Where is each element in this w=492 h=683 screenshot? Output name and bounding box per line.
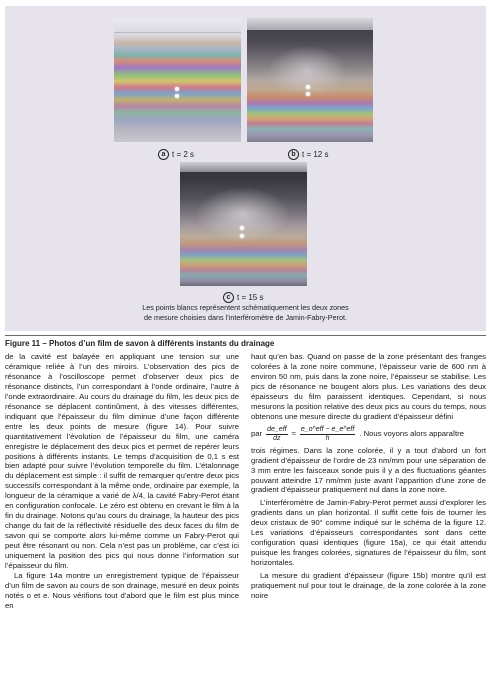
right-paragraph-1: haut qu’en bas. Quand on passe de la zon… bbox=[251, 352, 486, 421]
equation-rhs: e_o^eff − e_e^eff h bbox=[299, 425, 356, 443]
right-column: haut qu’en bas. Quand on passe de la zon… bbox=[251, 352, 486, 601]
right-paragraph-3: L’interféromètre de Jamin-Fabry-Perot pe… bbox=[251, 498, 486, 568]
left-column: de la cavité est balayée en appliquant u… bbox=[5, 352, 239, 611]
equation-lhs: de_eff dz bbox=[266, 425, 288, 443]
photo-b-soap-film bbox=[247, 18, 373, 142]
measure-point-upper bbox=[175, 87, 179, 91]
caption-a: a t = 2 s bbox=[158, 149, 194, 160]
panel-letter-a: a bbox=[158, 149, 169, 160]
measure-point-lower bbox=[306, 92, 310, 96]
left-paragraph-2: La figure 14a montre un enregistrement t… bbox=[5, 570, 239, 610]
left-paragraph-1: de la cavité est balayée en appliquant u… bbox=[5, 352, 239, 571]
equation-rhs-denominator: h bbox=[325, 434, 330, 442]
caption-a-time: t = 2 s bbox=[172, 150, 195, 159]
photo-c-soap-film bbox=[180, 162, 307, 286]
measure-point-lower bbox=[240, 234, 244, 238]
right-paragraph-2: trois régimes. Dans la zone colorée, il … bbox=[251, 445, 486, 495]
figure-note: Les points blancs représentent schématiq… bbox=[5, 303, 486, 323]
equation-rhs-numerator: e_o^eff − e_e^eff bbox=[299, 425, 356, 435]
figure-title: Figure 11 – Photos d’un film de savon à … bbox=[5, 335, 486, 348]
measure-point-upper bbox=[240, 226, 244, 230]
panel-letter-c: c bbox=[223, 292, 234, 303]
caption-b-time: t = 12 s bbox=[302, 150, 329, 159]
measure-point-lower bbox=[175, 94, 179, 98]
equation-lhs-denominator: dz bbox=[273, 434, 281, 442]
caption-c-time: t = 15 s bbox=[237, 293, 264, 302]
equation-lhs-numerator: de_eff bbox=[266, 425, 288, 435]
caption-b: b t = 12 s bbox=[288, 149, 328, 160]
equation-prefix: par bbox=[251, 429, 263, 439]
figure-note-line2: de mesure choisies dans l’interféromètre… bbox=[144, 313, 347, 322]
equation-approx: ≈ bbox=[291, 429, 296, 439]
photo-a-soap-film bbox=[114, 18, 241, 142]
equation-suffix: . Nous voyons alors apparaître bbox=[359, 429, 465, 439]
measure-point-upper bbox=[306, 85, 310, 89]
panel-letter-b: b bbox=[288, 149, 299, 160]
figure-note-line1: Les points blancs représentent schématiq… bbox=[142, 303, 349, 312]
caption-c: c t = 15 s bbox=[223, 292, 263, 303]
gradient-equation: par de_eff dz ≈ e_o^eff − e_e^eff h . No… bbox=[251, 425, 486, 444]
right-paragraph-4: La mesure du gradient d’épaisseur (figur… bbox=[251, 571, 486, 601]
